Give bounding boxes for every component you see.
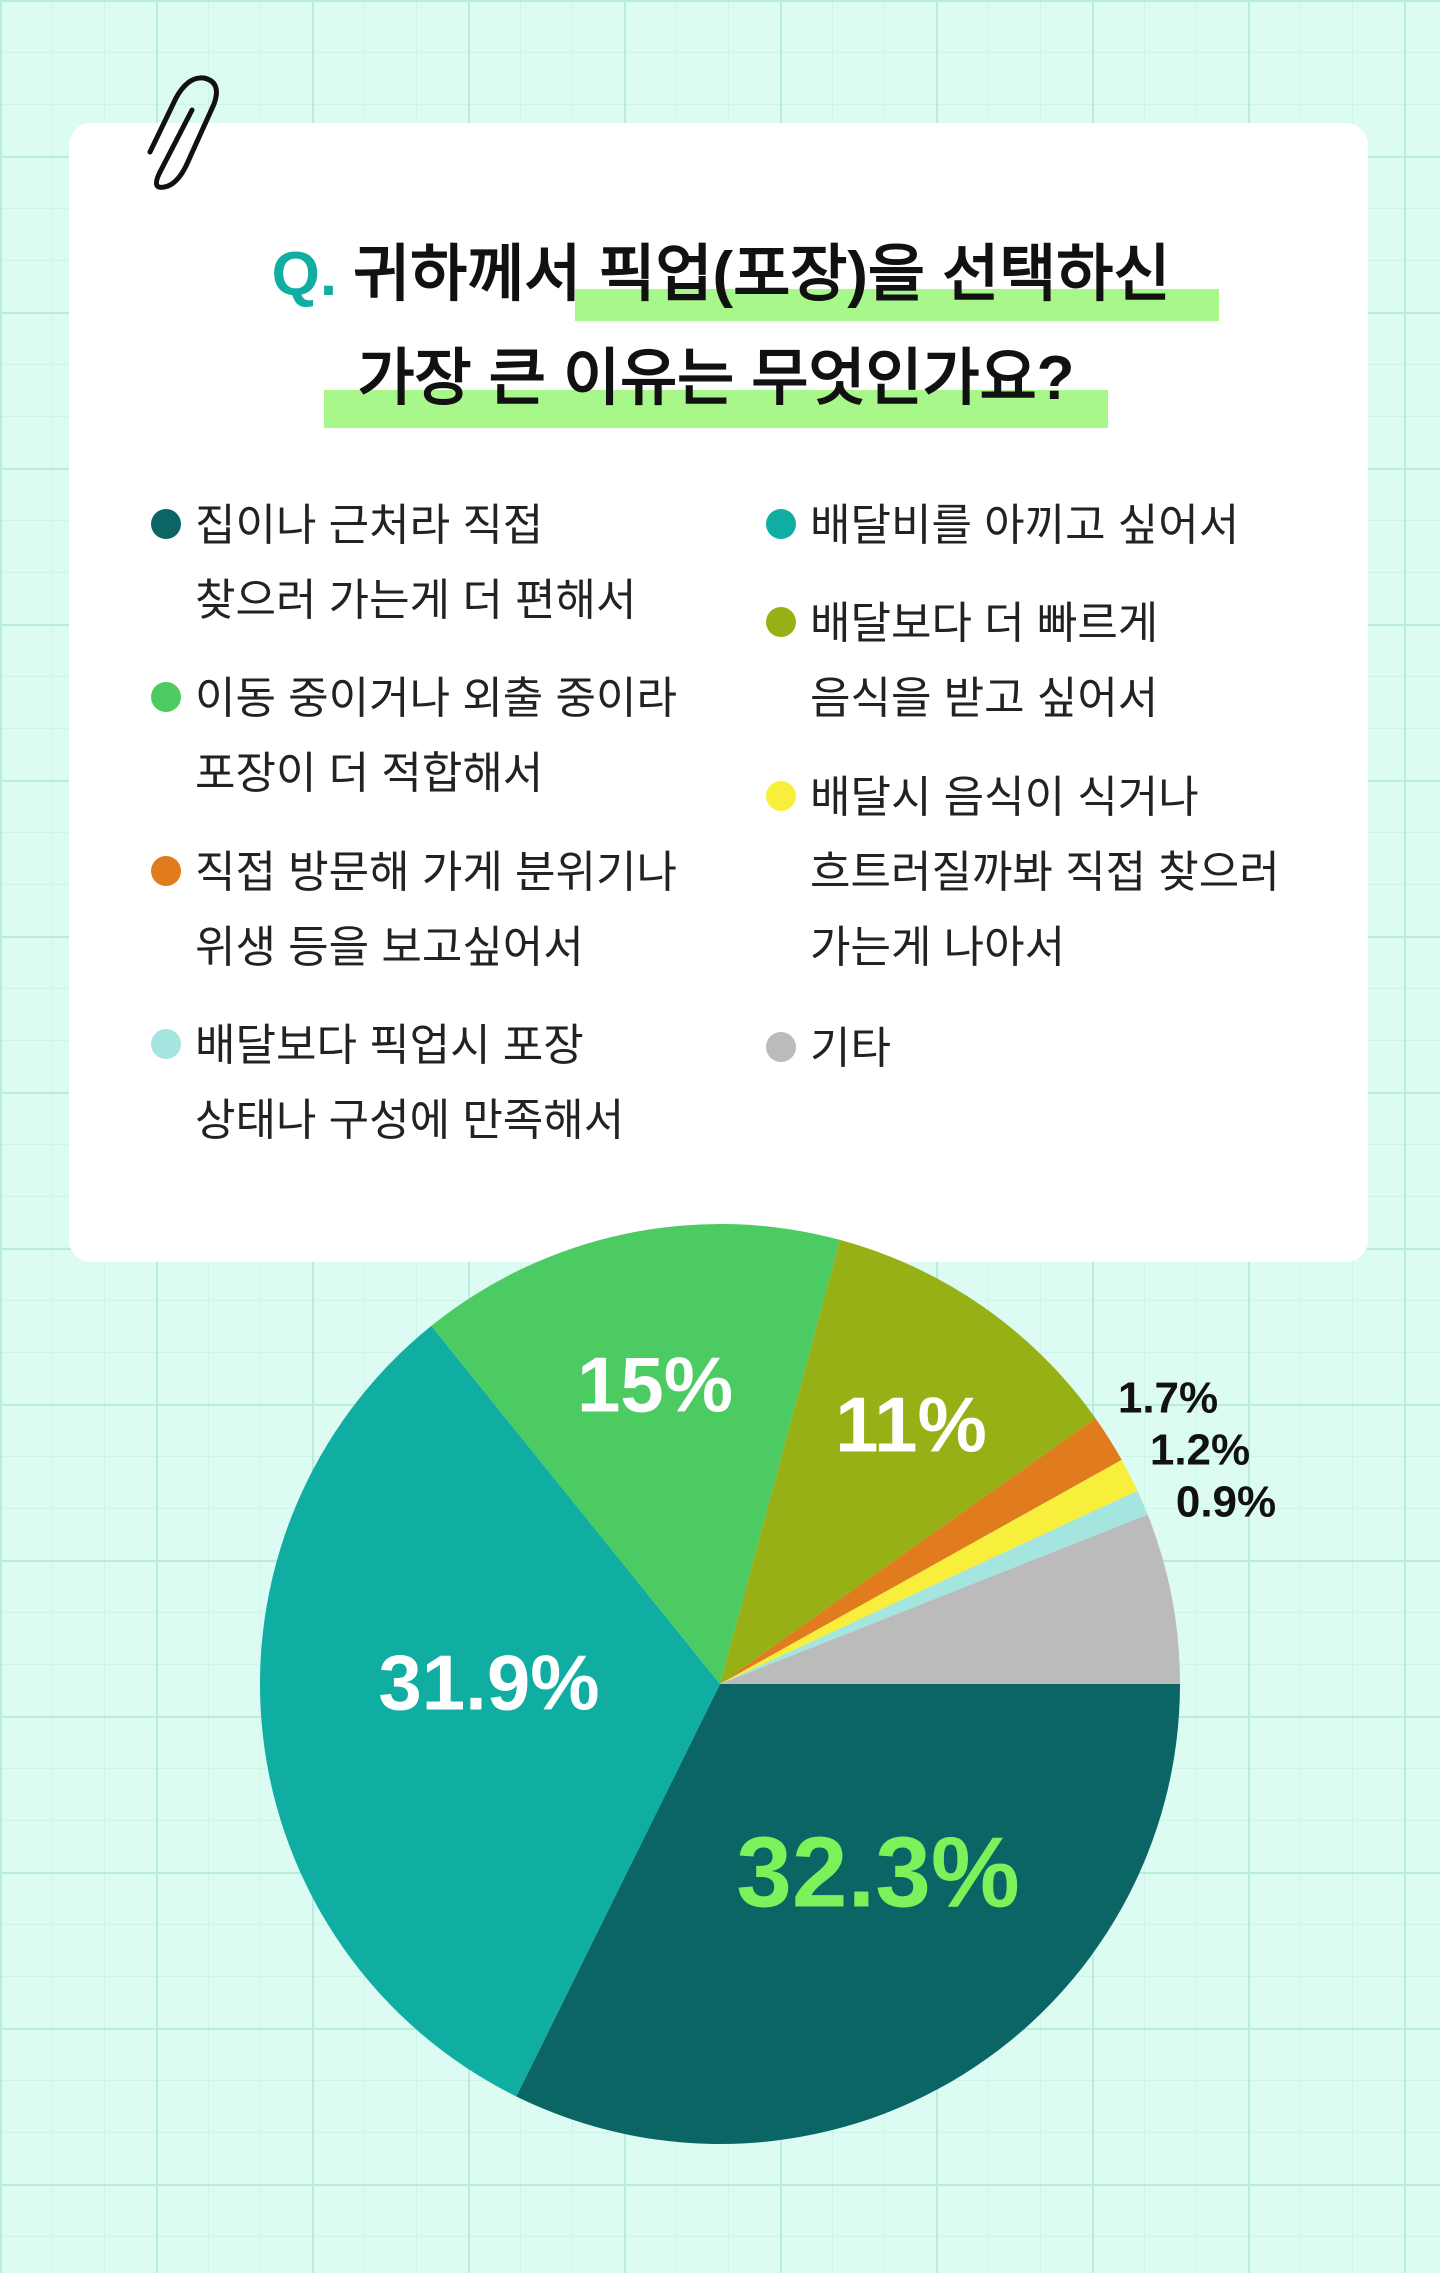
- title-line: 가장 큰 이유는 무엇인가요?: [358, 344, 1075, 413]
- legend-line: 음식을 받고 싶어서: [810, 674, 1158, 723]
- pie-slice: [720, 1490, 1148, 1684]
- title-highlight: [575, 289, 1219, 321]
- legend-line: 배달시 음식이 식거나: [810, 773, 1199, 822]
- pie: 32.3% 31.9% 15% 11% 1.7%1.2%0.9%: [260, 1224, 1276, 2144]
- slice-label: 0.9%: [1176, 1478, 1276, 1527]
- q-label: Q.: [272, 240, 337, 309]
- slice-label: 1.7%: [1118, 1374, 1218, 1423]
- legend-line: 흐트러질까봐 직접 찾으러: [810, 848, 1280, 897]
- legend-line: 가는게 나아서: [810, 923, 1065, 972]
- legend-marker: [766, 781, 796, 811]
- paper-clip: [147, 75, 219, 190]
- slice-label: 32.3%: [736, 1816, 1020, 1928]
- legend-line: 찾으러 가는게 더 편해서: [195, 576, 636, 625]
- pie-slice: [431, 1224, 840, 1684]
- legend-marker: [151, 1029, 181, 1059]
- pie-slice: [720, 1239, 1096, 1684]
- legend-line: 포장이 더 적합해서: [195, 749, 543, 798]
- legend-line: 집이나 근처라 직접: [195, 501, 543, 550]
- legend-marker: [151, 856, 181, 886]
- legend-line: 기타: [810, 1024, 891, 1073]
- title-text: 귀하께서 픽업(포장)을 선택하신: [353, 240, 1170, 309]
- pie-slice: [260, 1325, 720, 2097]
- legend-line: 배달보다 픽업시 포장: [195, 1021, 584, 1070]
- pie-slice: [516, 1684, 1180, 2144]
- legend-marker: [151, 509, 181, 539]
- title-highlight: [324, 390, 1108, 428]
- legend-marker: [766, 509, 796, 539]
- pie-slice: [720, 1459, 1138, 1684]
- legend-marker: [151, 682, 181, 712]
- legend-marker: [766, 1032, 796, 1062]
- slice-label: 11%: [835, 1381, 987, 1469]
- slice-label: 31.9%: [378, 1639, 599, 1727]
- pie-slice: [720, 1514, 1180, 1684]
- legend-label: 배달비를 아끼고 싶어서: [810, 501, 1239, 550]
- slice-label: 15%: [577, 1341, 733, 1429]
- legend-marker: [766, 607, 796, 637]
- legend-line: 상태나 구성에 만족해서: [195, 1096, 624, 1145]
- title-line: Q. 귀하께서 픽업(포장)을 선택하신: [272, 240, 1171, 309]
- legend-label: 기타: [810, 1024, 891, 1073]
- legend-line: 이동 중이거나 외출 중이라: [195, 674, 677, 723]
- legend-line: 직접 방문해 가게 분위기나: [195, 848, 677, 897]
- slice-label: 1.2%: [1150, 1426, 1250, 1475]
- legend-line: 배달보다 더 빠르게: [810, 599, 1158, 648]
- pie-slice: [720, 1418, 1122, 1684]
- legend-line: 위생 등을 보고싶어서: [195, 923, 584, 972]
- legend-line: 배달비를 아끼고 싶어서: [810, 501, 1239, 550]
